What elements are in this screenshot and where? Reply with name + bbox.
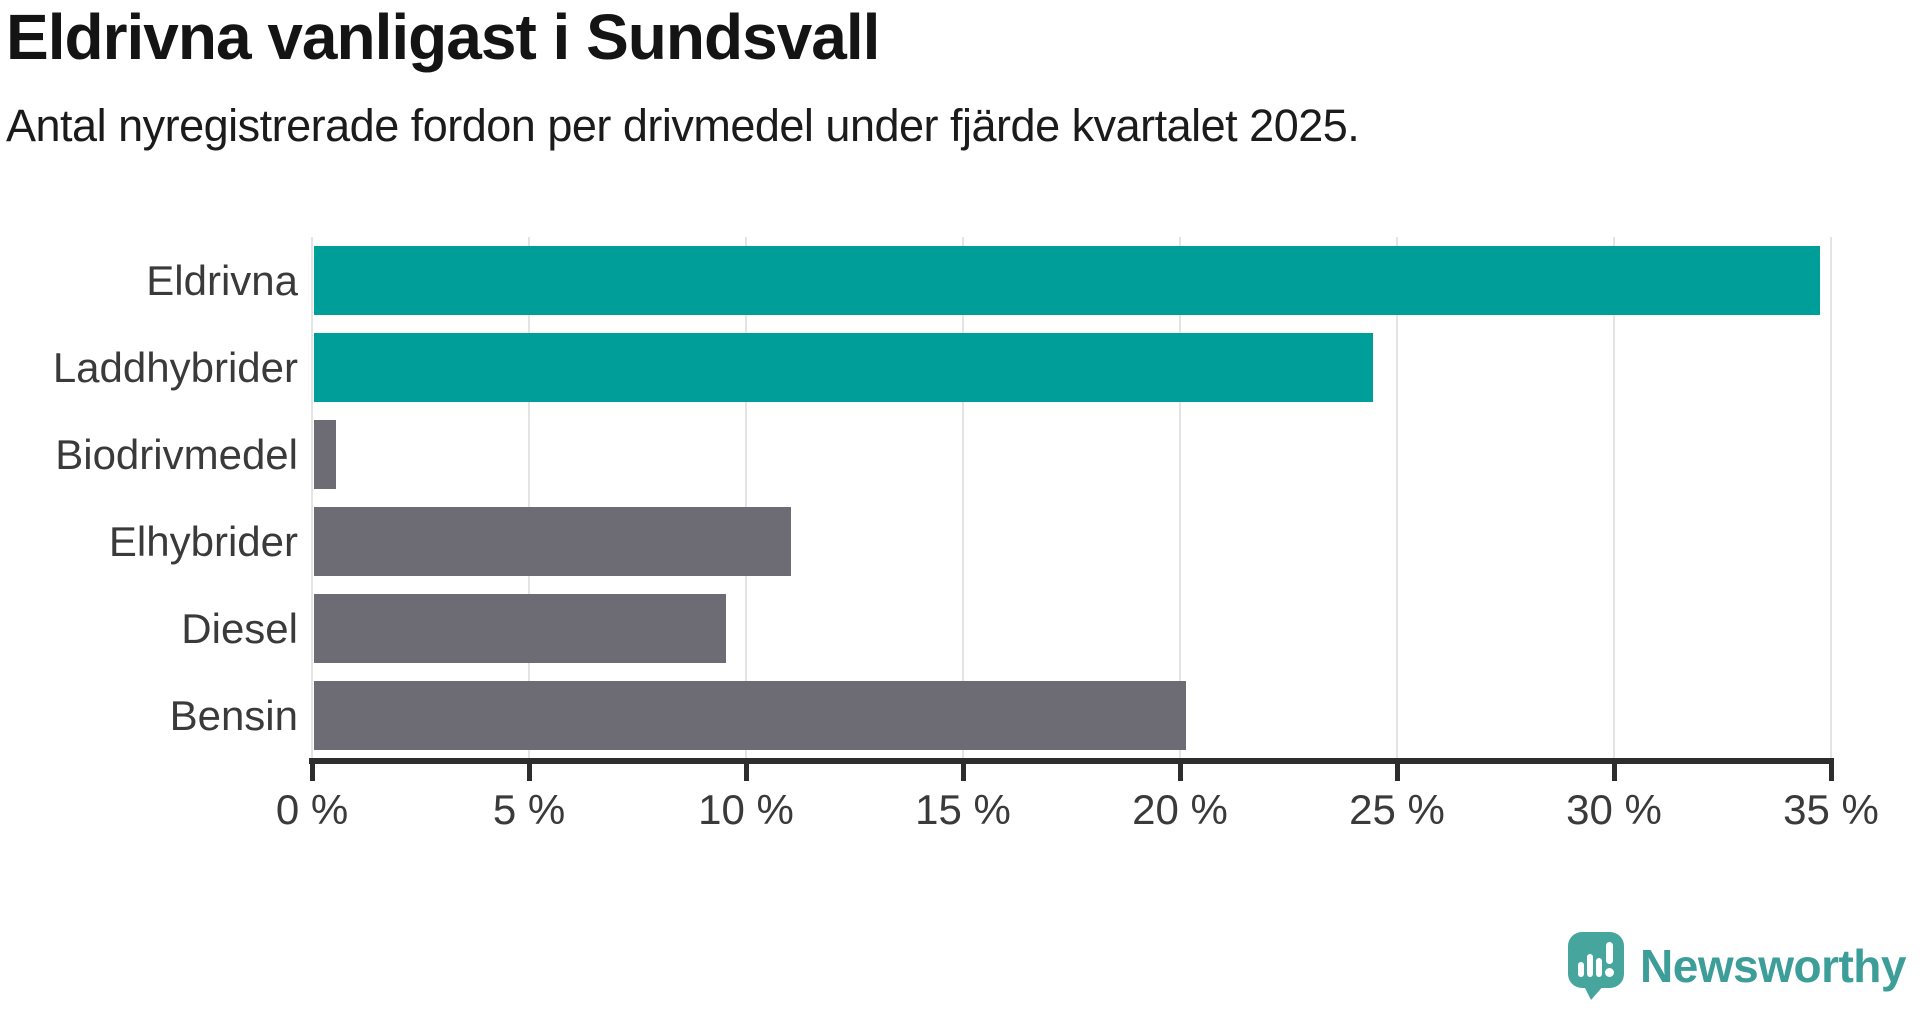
x-axis-tick-label: 0 % xyxy=(275,786,349,833)
x-axis-tick-label: 20 % xyxy=(1132,786,1228,833)
gridline xyxy=(1179,237,1181,759)
gridline xyxy=(962,237,964,759)
x-axis-tick xyxy=(1829,764,1834,781)
gridline xyxy=(1613,237,1615,759)
x-axis: 0 % 5 % 10 % 15 % 20 % 25 % 30 % 35 % xyxy=(276,758,1879,878)
chart-title: Eldrivna vanligast i Sundsvall xyxy=(6,1,880,73)
gridline xyxy=(311,237,313,759)
bar-row xyxy=(312,237,1831,324)
category-label: Eldrivna xyxy=(146,257,298,304)
x-axis-tick-label: 25 % xyxy=(1349,786,1445,833)
bar-bensin xyxy=(314,681,1187,750)
gridline xyxy=(1830,237,1832,759)
x-axis-tick-label: 5 % xyxy=(492,786,566,833)
bar-eldrivna xyxy=(314,246,1820,315)
x-axis-tick xyxy=(1612,764,1617,781)
bar-diesel xyxy=(314,594,727,663)
category-label: Bensin xyxy=(169,692,298,739)
category-label: Elhybrider xyxy=(108,518,298,565)
bar-laddhybrider xyxy=(314,333,1373,402)
x-axis-tick xyxy=(1178,764,1183,781)
x-axis-tick-label: 10 % xyxy=(698,786,794,833)
x-axis-spine xyxy=(309,758,1834,764)
newsworthy-logo-icon xyxy=(1568,932,1625,1000)
x-axis-tick xyxy=(310,764,315,781)
y-axis-labels: Eldrivna Laddhybrider Biodrivmedel Elhybrid… xyxy=(0,237,298,759)
gridline xyxy=(745,237,747,759)
newsworthy-logo: Newsworthy xyxy=(1568,932,1906,1000)
bar-elhybrider xyxy=(314,507,792,576)
gridline xyxy=(1396,237,1398,759)
x-axis-tick xyxy=(527,764,532,781)
x-axis-tick xyxy=(1395,764,1400,781)
bar-row xyxy=(312,324,1831,411)
plot-area xyxy=(311,237,1832,759)
chart-subtitle: Antal nyregistrerade fordon per drivmede… xyxy=(6,100,1360,151)
x-axis-tick xyxy=(744,764,749,781)
bar-row xyxy=(312,498,1831,585)
x-axis-tick-label: 35 % xyxy=(1783,786,1879,833)
x-axis-tick xyxy=(961,764,966,781)
newsworthy-logo-text: Newsworthy xyxy=(1640,940,1906,992)
x-axis-tick-label: 30 % xyxy=(1566,786,1662,833)
bar-row xyxy=(312,585,1831,672)
category-label: Diesel xyxy=(181,605,298,652)
gridline xyxy=(528,237,530,759)
bar-row xyxy=(312,672,1831,759)
category-label: Laddhybrider xyxy=(52,344,298,391)
category-label: Biodrivmedel xyxy=(55,431,298,478)
bar-biodrivmedel xyxy=(314,420,336,489)
x-axis-tick-label: 15 % xyxy=(915,786,1011,833)
bar-row xyxy=(312,411,1831,498)
